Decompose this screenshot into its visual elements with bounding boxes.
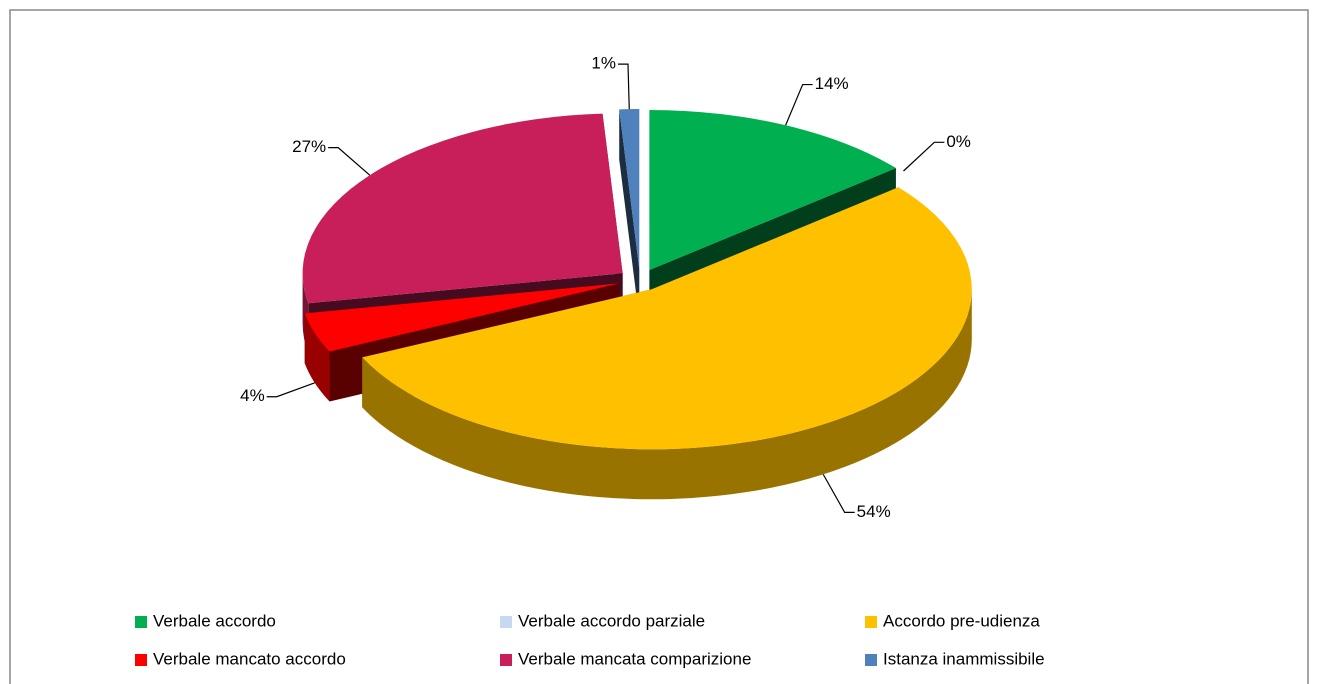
data-label: 1% — [591, 54, 616, 73]
legend-swatch — [135, 654, 147, 666]
slice — [619, 109, 640, 270]
leader-line — [328, 147, 371, 176]
slice-side — [304, 313, 330, 402]
legend-label: Verbale accordo — [153, 611, 276, 630]
slice-wall — [304, 283, 620, 364]
legend-swatch — [500, 654, 512, 666]
legend-swatch — [500, 616, 512, 628]
slice — [649, 110, 896, 271]
slice — [304, 283, 620, 352]
data-label: 4% — [240, 386, 265, 405]
legend-swatch — [135, 616, 147, 628]
data-label: 27% — [292, 137, 326, 156]
leader-line — [785, 83, 813, 126]
leader-line — [903, 141, 945, 172]
leader-line — [618, 63, 630, 110]
legend-label: Verbale accordo parziale — [518, 611, 705, 630]
slice-wall — [619, 109, 640, 320]
legend-label: Verbale mancata comparizione — [518, 649, 751, 668]
legend-label: Verbale mancato accordo — [153, 649, 346, 668]
legend-swatch — [865, 654, 877, 666]
legend-label: Istanza inammissibile — [883, 649, 1045, 668]
leader-line — [266, 382, 315, 398]
slice-side — [362, 289, 972, 500]
data-label: 0% — [946, 132, 971, 151]
data-label: 14% — [815, 74, 849, 93]
slice — [362, 187, 972, 450]
leader-line — [822, 474, 855, 513]
slice — [302, 113, 623, 304]
legend-swatch — [865, 616, 877, 628]
legend-label: Accordo pre-udienza — [883, 611, 1040, 630]
data-label: 54% — [857, 502, 891, 521]
